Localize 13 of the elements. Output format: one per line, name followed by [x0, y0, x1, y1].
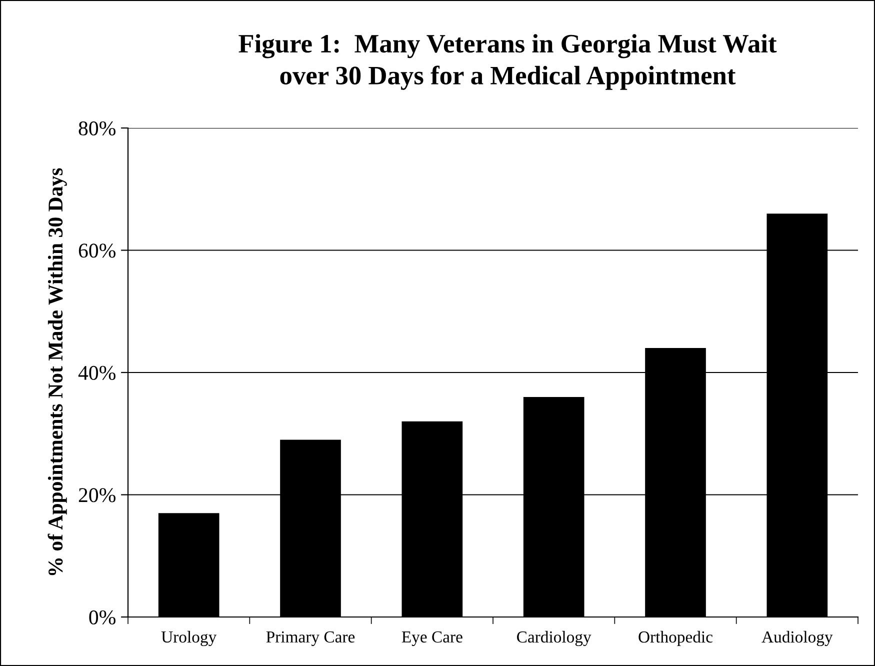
y-tick-label: 0% [89, 610, 116, 624]
x-tick-label: Eye Care [402, 631, 462, 646]
x-tick-label: Audiology [762, 630, 833, 646]
x-tick-label: Urology [161, 630, 217, 646]
x-tick-label: Cardiology [517, 630, 592, 646]
y-tick-label: 80% [78, 121, 116, 136]
chart-title: Figure 1: Many Veterans in Georgia Must Wait over 30 Days for a Medical Appointment [238, 34, 777, 90]
x-tick-label: Orthopedic [638, 630, 712, 646]
y-axis-title: % of Appointments Not Made Within 30 Days [48, 168, 67, 576]
y-tick-label: 20% [78, 488, 116, 502]
y-tick-label: 60% [78, 244, 116, 258]
y-tick-label: 40% [78, 366, 116, 380]
x-tick-label: Primary Care [266, 631, 355, 646]
